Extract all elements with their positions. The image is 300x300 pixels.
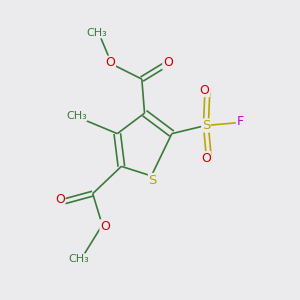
Text: S: S: [202, 119, 210, 132]
Text: O: O: [100, 220, 110, 233]
Text: O: O: [55, 193, 65, 206]
Text: S: S: [148, 173, 157, 187]
Text: CH₃: CH₃: [86, 28, 107, 38]
Text: CH₃: CH₃: [66, 111, 87, 121]
Text: O: O: [106, 56, 116, 69]
Text: O: O: [201, 152, 211, 165]
Text: CH₃: CH₃: [69, 254, 89, 264]
Text: F: F: [236, 115, 244, 128]
Text: O: O: [163, 56, 173, 69]
Text: O: O: [200, 83, 209, 97]
